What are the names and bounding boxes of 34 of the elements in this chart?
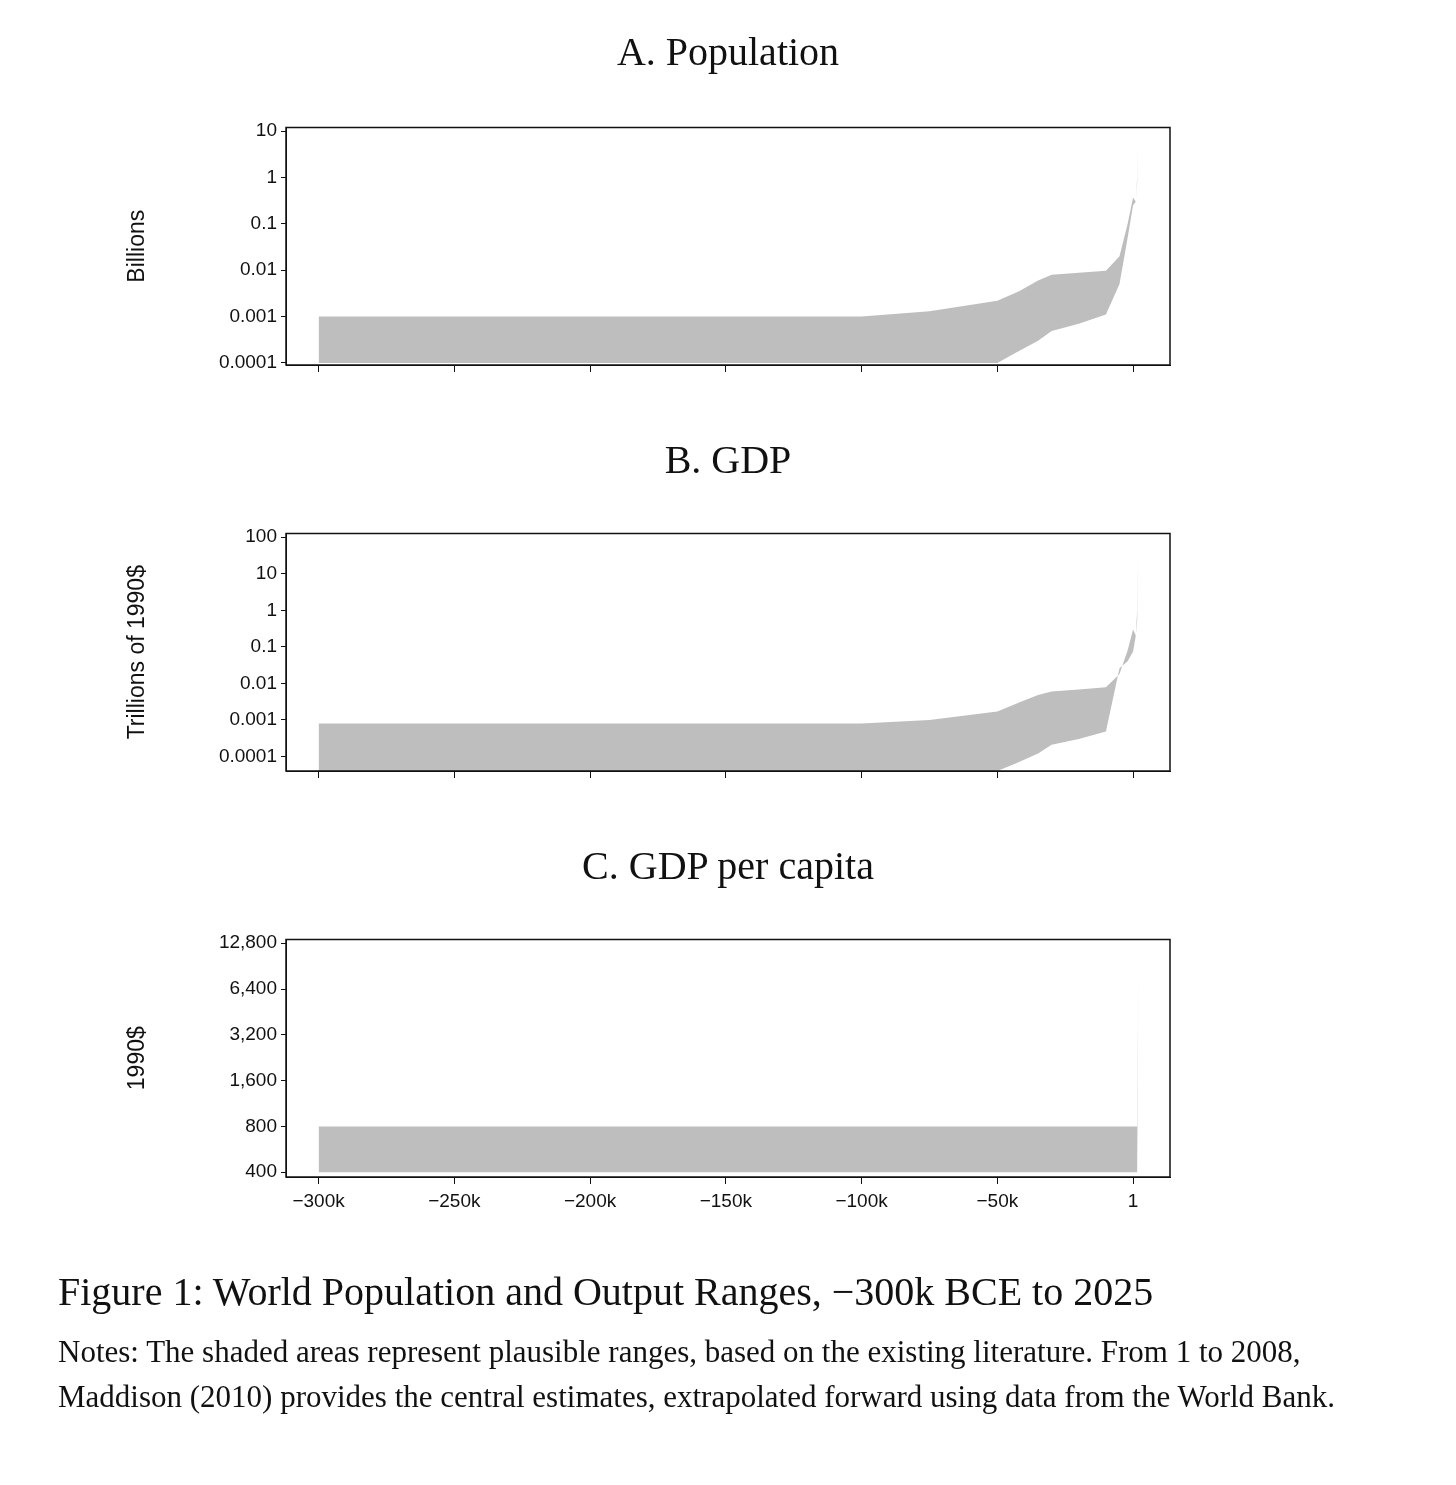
x-tick-label: −200k <box>563 1189 617 1211</box>
y-tick-label: 1 <box>266 165 277 187</box>
y-tick-label: 3,200 <box>229 1023 277 1045</box>
y-tick-label: 100 <box>245 525 277 547</box>
y-axis-title: Billions <box>123 209 150 283</box>
y-tick-label: 1 <box>266 598 277 620</box>
chart-title: C. GDP per capita <box>581 842 875 889</box>
y-tick-label: 0.001 <box>229 708 277 730</box>
text: Notes: The shaded areas represent plausible ranges, based on the existing literature. From 1 to 2008, Maddison (2010) provides the central estimates, extrapolated forward using data from the World Bank. <box>58 1333 1337 1416</box>
y-tick-label: 800 <box>245 1114 277 1136</box>
y-tick-label: 12,800 <box>218 931 277 953</box>
y-tick-label: 0.1 <box>250 212 277 234</box>
chart-title: B. GDP <box>663 436 793 483</box>
x-tick-label: −150k <box>699 1189 753 1211</box>
x-tick-label: −250k <box>428 1189 481 1211</box>
x-tick-label: −50k <box>976 1189 1019 1211</box>
y-tick-label: 0.0001 <box>218 744 277 766</box>
y-tick-label: 6,400 <box>229 977 277 999</box>
chart-title: A. Population <box>615 28 841 75</box>
y-tick-label: 0.001 <box>229 304 277 326</box>
y-tick-label: 400 <box>245 1160 277 1182</box>
y-tick-label: 10 <box>255 119 277 141</box>
y-axis-title: 1990$ <box>123 1026 150 1091</box>
x-tick-label: −100k <box>835 1189 889 1211</box>
x-tick-label: 1 <box>1127 1189 1139 1211</box>
y-tick-label: 0.01 <box>240 671 277 693</box>
y-tick-label: 10 <box>255 561 277 583</box>
y-tick-label: 0.1 <box>250 635 277 657</box>
caption: Figure 1: World Population and Output Ranges, −300k BCE to 2025 <box>58 1268 1155 1316</box>
y-tick-label: 0.0001 <box>218 351 277 373</box>
x-tick-label: −300k <box>292 1189 346 1211</box>
y-tick-label: 0.01 <box>240 258 277 280</box>
y-tick-label: 1,600 <box>229 1068 277 1090</box>
y-axis-title: Trillions of 1990$ <box>123 564 150 740</box>
